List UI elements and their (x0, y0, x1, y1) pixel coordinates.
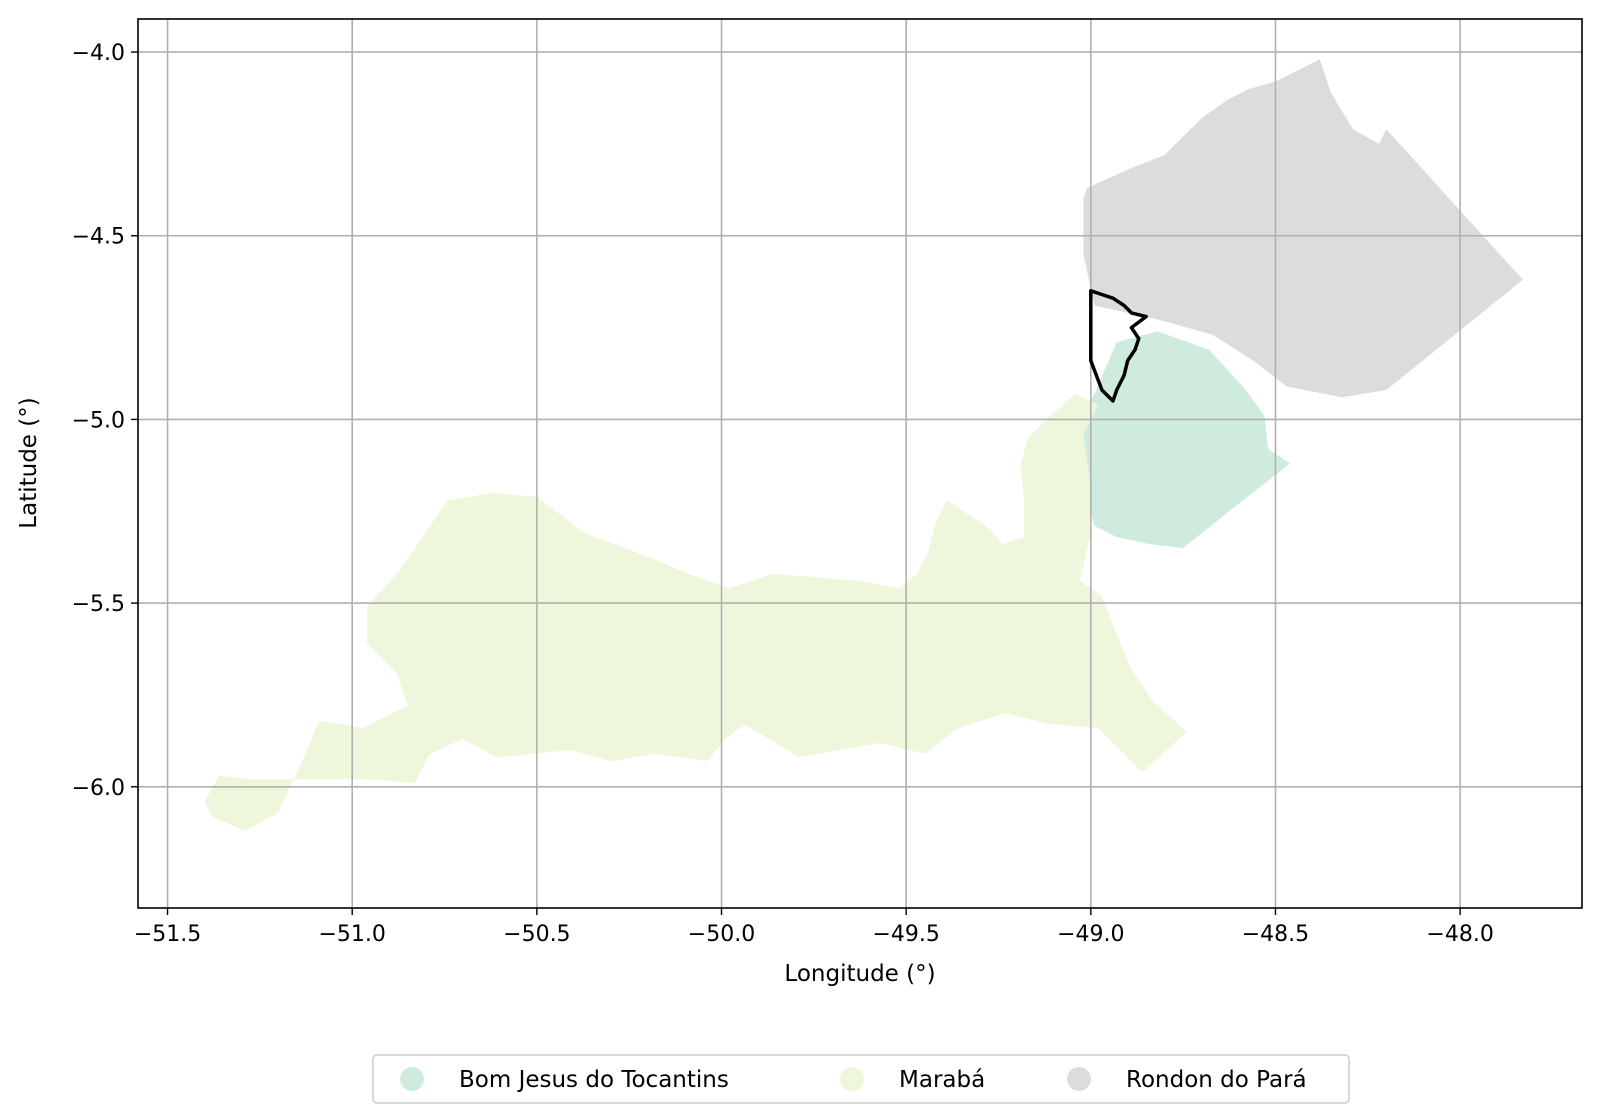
y-tick-label: −5.0 (72, 408, 125, 433)
plot-area-frame (137, 18, 1583, 909)
x-tick-label: −51.0 (318, 922, 385, 947)
grid-layer (138, 19, 1582, 908)
highlighted-area-outline (1089, 289, 1148, 403)
legend-item-maraba: Marabá (840, 1067, 985, 1093)
x-tick-label: −49.5 (872, 922, 939, 947)
legend-label: Rondon do Pará (1126, 1067, 1307, 1093)
legend-item-bom-jesus-do-tocantins: Bom Jesus do Tocantins (400, 1067, 729, 1093)
x-tick-label: −50.5 (503, 922, 570, 947)
x-axis-title: Longitude (°) (784, 961, 935, 987)
region-maraba (204, 393, 1187, 831)
region-bom-jesus-do-tocantins (1079, 331, 1291, 548)
highlight-outline-layer (1089, 289, 1148, 403)
x-tick-label: −51.5 (134, 922, 201, 947)
y-axis-title: Latitude (°) (16, 397, 42, 528)
x-axis-ticks: −51.5 −51.0 −50.5 −50.0 −49.5 −49.0 −48.5 −48.0 (134, 908, 1494, 947)
regions-layer (204, 59, 1523, 831)
legend-item-rondon-do-para: Rondon do Pará (1067, 1067, 1307, 1093)
legend-marker (1067, 1067, 1091, 1091)
region-rondon-do-para (1083, 59, 1523, 398)
y-tick-label: −4.0 (72, 41, 125, 66)
y-axis-ticks: −4.0 −4.5 −5.0 −5.5 −6.0 (72, 41, 138, 801)
x-tick-label: −48.5 (1242, 922, 1309, 947)
legend-label: Bom Jesus do Tocantins (459, 1067, 729, 1093)
legend-items: Bom Jesus do Tocantins Marabá Rondon do Pa… (400, 1067, 1307, 1093)
y-tick-label: −4.5 (72, 225, 125, 250)
x-tick-label: −50.0 (688, 922, 755, 947)
legend-marker (400, 1067, 424, 1091)
y-tick-label: −6.0 (72, 776, 125, 801)
legend-marker (840, 1067, 864, 1091)
y-tick-label: −5.5 (72, 592, 125, 617)
x-tick-label: −48.0 (1426, 922, 1493, 947)
legend-label: Marabá (899, 1067, 985, 1093)
legend: Bom Jesus do Tocantins Marabá Rondon do Pa… (372, 1054, 1350, 1104)
x-tick-label: −49.0 (1057, 922, 1124, 947)
